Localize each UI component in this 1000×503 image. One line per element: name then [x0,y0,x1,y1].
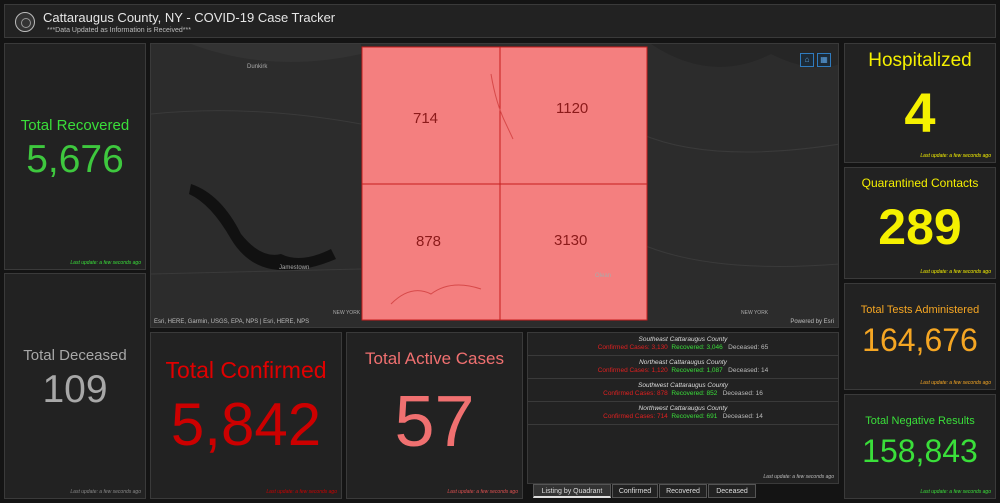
quadrant-list[interactable]: Southeast Cattaraugus County Confirmed C… [527,332,839,484]
tab-confirmed[interactable]: Confirmed [612,484,658,498]
quadrant-se[interactable] [499,183,648,321]
negative-title: Total Negative Results [865,415,975,427]
hospitalized-last-update: Last update: a few seconds ago [920,153,991,159]
map-canvas [151,44,838,327]
active-panel: Total Active Cases 57 Last update: a few… [346,332,523,499]
tests-title: Total Tests Administered [860,304,980,316]
list-item-confirmed: Confirmed Cases: 1,120 [597,367,668,374]
quarantined-title: Quarantined Contacts [861,176,979,190]
deceased-panel: Total Deceased 109 Last update: a few se… [4,273,146,499]
hospitalized-value: 4 [904,81,936,144]
tab-recovered[interactable]: Recovered [659,484,707,498]
list-item-name: Northeast Cattaraugus County [639,359,727,366]
confirmed-title: Total Confirmed [165,357,327,383]
quadrant-label-sw: 878 [416,233,442,250]
county-seal-icon [15,12,35,32]
list-item-confirmed: Confirmed Cases: 714 [603,413,668,420]
list-item-name: Northwest Cattaraugus County [638,405,728,412]
list-item-deceased: Deceased: 16 [722,390,763,397]
list-item[interactable]: Southwest Cattaraugus County Confirmed C… [528,379,838,402]
quadrant-label-nw: 714 [413,110,439,127]
recovered-last-update: Last update: a few seconds ago [70,260,141,266]
app-subtitle: ***Data Updated as Information is Receiv… [47,27,191,34]
powered-by-esri[interactable]: Powered by Esri [790,319,834,325]
negative-panel: Total Negative Results 158,843 Last upda… [844,394,996,499]
deceased-title: Total Deceased [23,347,127,364]
recovered-title: Total Recovered [20,117,130,134]
tests-value: 164,676 [862,322,978,358]
quadrant-map[interactable]: 714 1120 878 3130 Dunkirk Jamestown Olea… [150,43,839,328]
tests-last-update: Last update: a few seconds ago [920,380,991,386]
quadrant-sw[interactable] [361,183,501,321]
list-item-recovered: Recovered: 1,087 [671,367,723,374]
town-dunkirk: Dunkirk [247,64,268,70]
hospitalized-title: Hospitalized [868,50,972,71]
confirmed-last-update: Last update: a few seconds ago [266,489,337,495]
list-item-recovered: Recovered: 691 [671,413,718,420]
list-last-update: Last update: a few seconds ago [763,474,834,480]
list-item-deceased: Deceased: 14 [722,413,763,420]
hospitalized-panel: Hospitalized 4 Last update: a few second… [844,43,996,163]
quadrant-label-ne: 1120 [556,100,589,117]
state-label-1: NEW YORK [333,310,361,316]
home-icon[interactable]: ⌂ [800,53,814,67]
map-attribution: Esri, HERE, Garmin, USGS, EPA, NPS | Esr… [154,319,310,325]
list-item-confirmed: Confirmed Cases: 878 [603,390,668,397]
list-item[interactable]: Northeast Cattaraugus County Confirmed C… [528,356,838,379]
quadrant-ne[interactable] [499,46,648,185]
list-item-deceased: Deceased: 65 [728,344,769,351]
quadrant-polygons[interactable] [361,46,648,321]
active-title: Total Active Cases [365,349,504,368]
quarantined-value: 289 [878,199,962,255]
list-item-recovered: Recovered: 3,046 [671,344,723,351]
deceased-last-update: Last update: a few seconds ago [70,489,141,495]
recovered-panel: Total Recovered 5,676 Last update: a few… [4,43,146,270]
negative-last-update: Last update: a few seconds ago [920,489,991,495]
deceased-value: 109 [42,368,108,411]
negative-value: 158,843 [862,433,978,469]
list-item-confirmed: Confirmed Cases: 3,130 [597,344,668,351]
app-header: Cattaraugus County, NY - COVID-19 Case T… [4,4,996,38]
tests-panel: Total Tests Administered 164,676 Last up… [844,283,996,390]
list-item-recovered: Recovered: 852 [671,390,718,397]
list-item-deceased: Deceased: 14 [728,367,769,374]
town-olean: Olean [595,273,612,279]
app-title: Cattaraugus County, NY - COVID-19 Case T… [43,10,336,25]
recovered-value: 5,676 [26,138,124,181]
confirmed-panel: Total Confirmed 5,842 Last update: a few… [150,332,342,499]
basemap-gallery-icon[interactable]: ▦ [817,53,831,67]
list-item[interactable]: Northwest Cattaraugus County Confirmed C… [528,402,838,425]
active-last-update: Last update: a few seconds ago [447,489,518,495]
list-item-name: Southwest Cattaraugus County [638,382,728,389]
quadrant-label-se: 3130 [554,232,588,249]
quadrant-nw[interactable] [361,46,501,185]
active-value: 57 [394,382,475,462]
quarantined-panel: Quarantined Contacts 289 Last update: a … [844,167,996,279]
tab-deceased[interactable]: Deceased [708,484,756,498]
state-label-2: NEW YORK [741,310,769,316]
town-jamestown: Jamestown [279,265,310,271]
quarantined-last-update: Last update: a few seconds ago [920,269,991,275]
tab-listing-by-quadrant[interactable]: Listing by Quadrant [533,484,611,498]
list-item[interactable]: Southeast Cattaraugus County Confirmed C… [528,333,838,356]
list-item-name: Southeast Cattaraugus County [638,336,728,343]
confirmed-value: 5,842 [170,391,322,458]
